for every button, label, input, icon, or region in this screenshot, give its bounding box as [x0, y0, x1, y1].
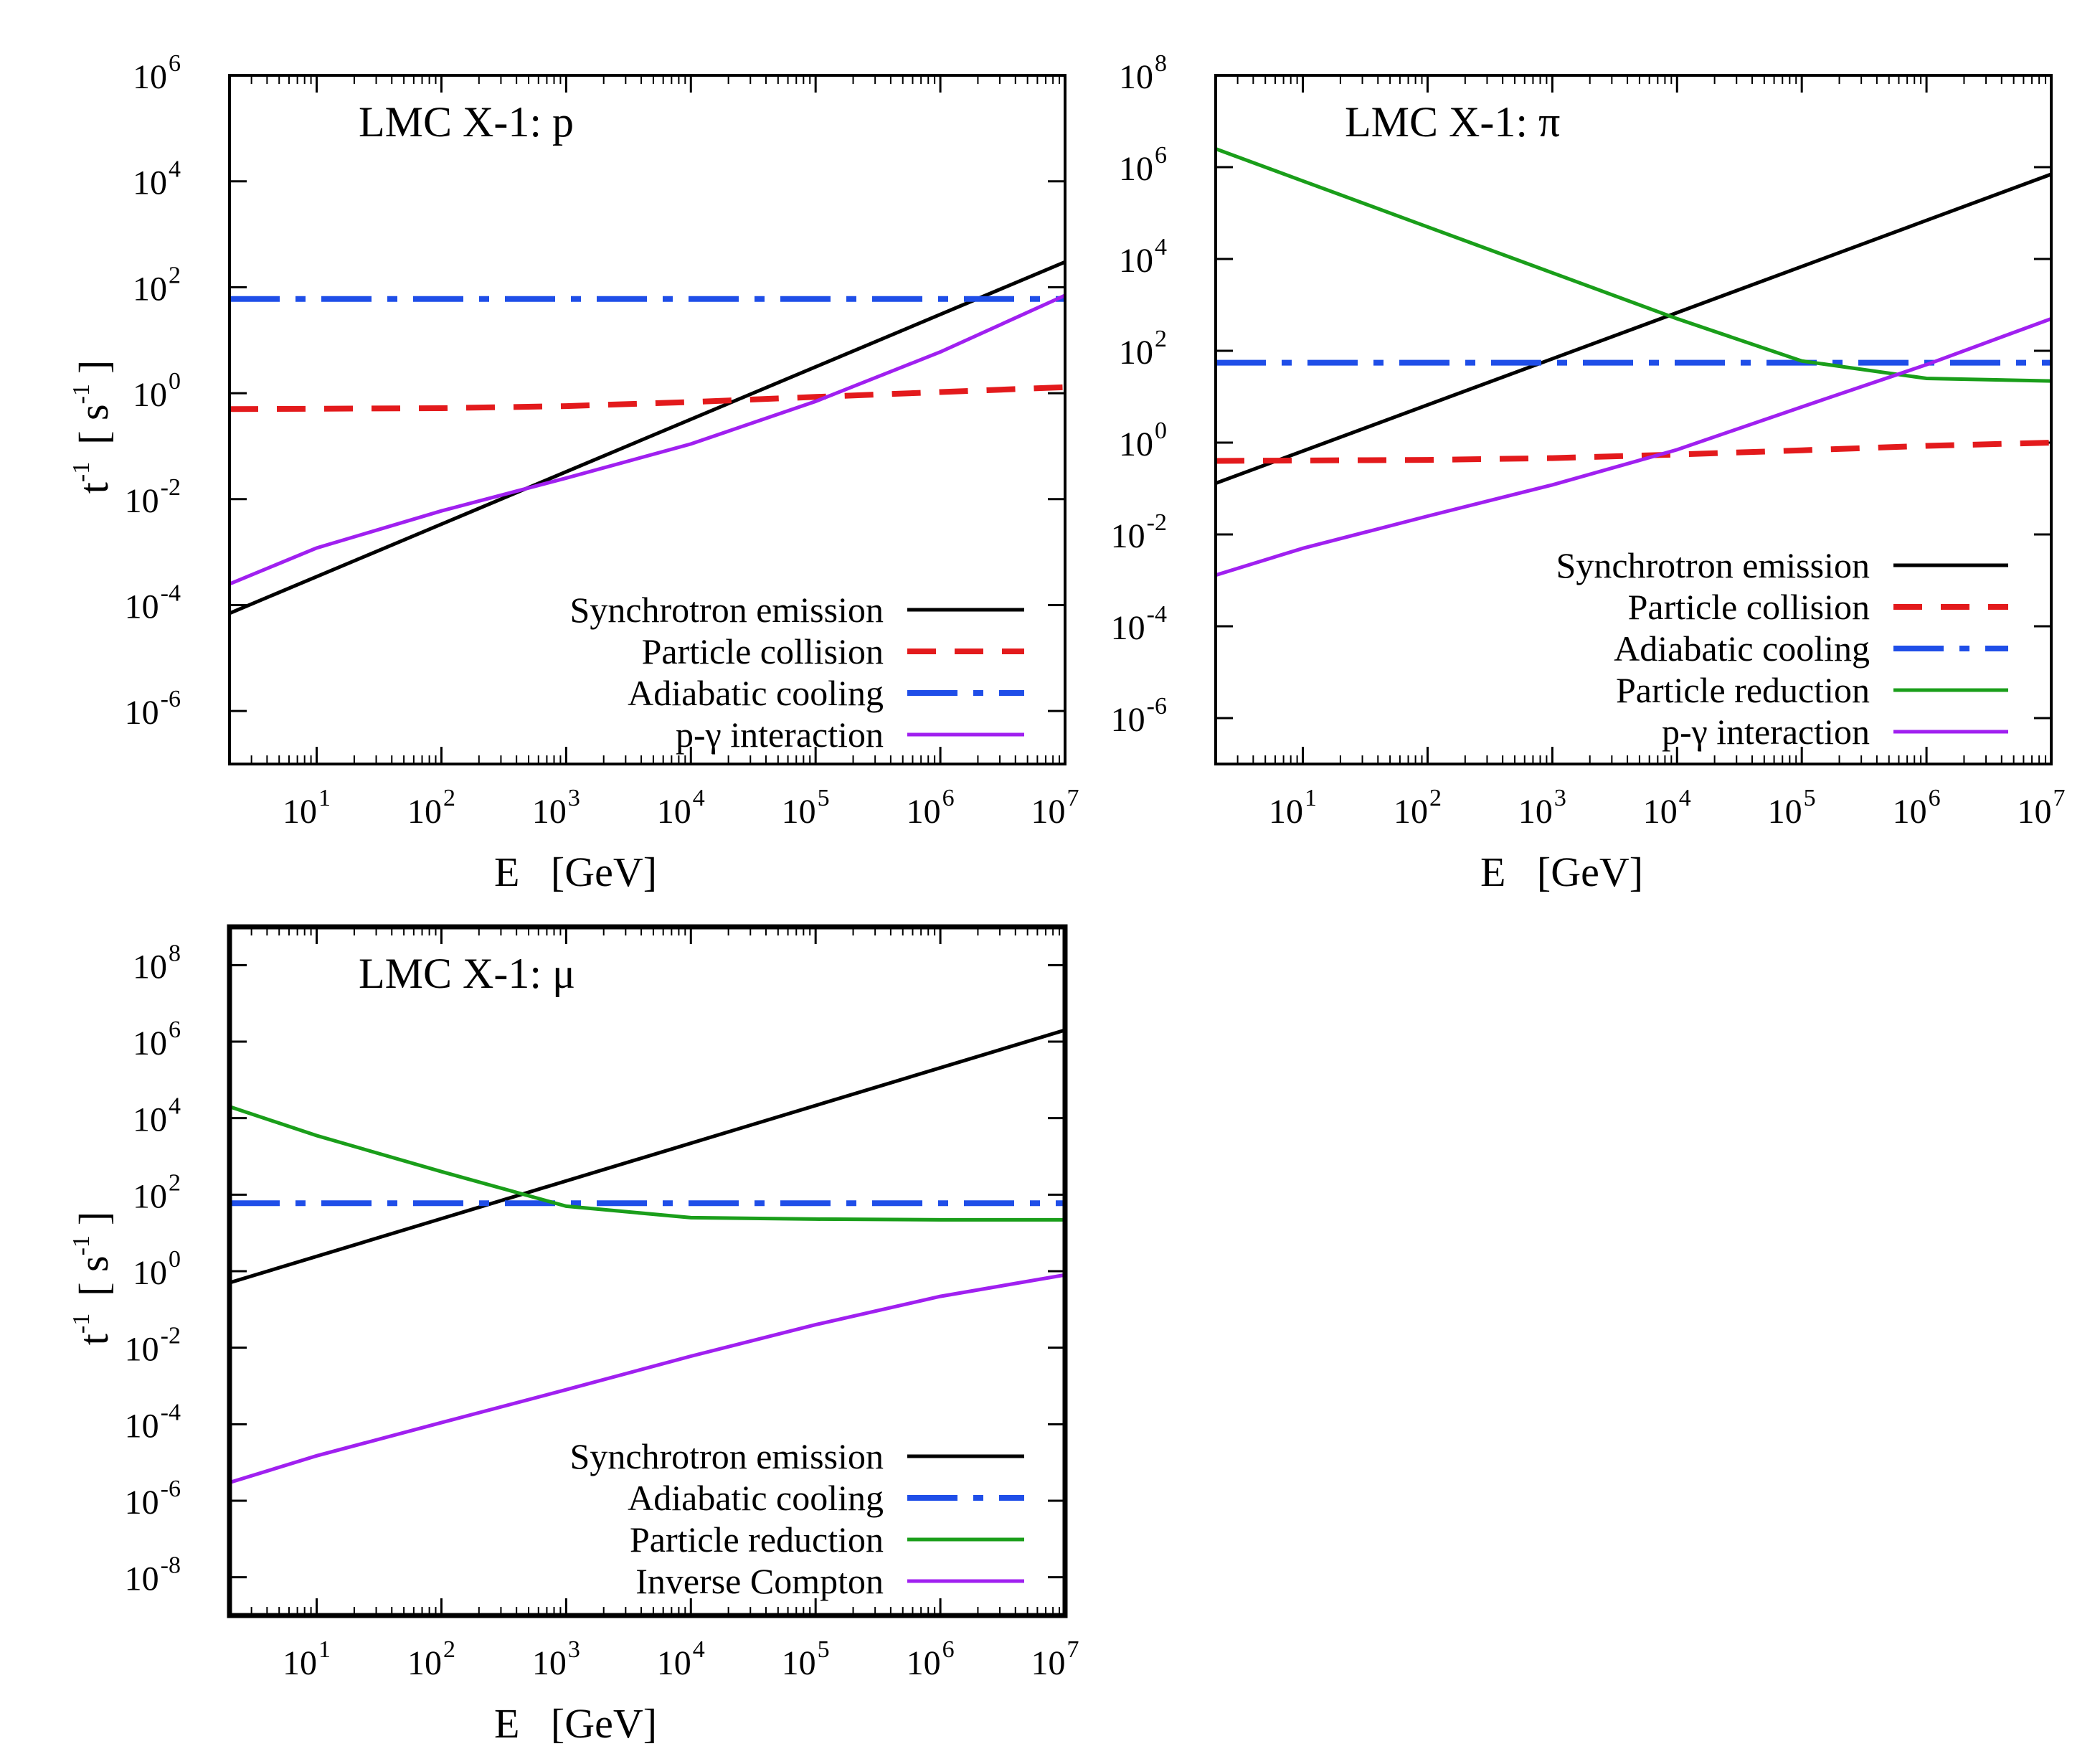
series-line-synchrotron-emission	[230, 1028, 1065, 1285]
x-tick-label: 104	[657, 785, 705, 831]
x-tick-label: 105	[782, 1636, 830, 1682]
x-axis-label: E [GeV]	[494, 1700, 657, 1747]
y-tick-label: 108	[1119, 50, 1167, 96]
y-tick-label: 100	[1119, 418, 1167, 463]
series-line-particle-collision	[230, 384, 1065, 412]
x-tick-label: 105	[1768, 785, 1816, 831]
x-tick-label: 101	[1269, 785, 1317, 831]
x-tick-label: 102	[1394, 785, 1442, 831]
y-tick-label: 106	[1119, 142, 1167, 188]
legend-label-particle-collision: Particle collision	[642, 631, 884, 671]
legend-label-inverse-compton: Inverse Compton	[635, 1561, 884, 1601]
x-tick-label: 103	[532, 1636, 580, 1682]
y-axis-label: t-1[ s-1]	[68, 1212, 117, 1346]
legend-label-p-interaction: p-γ interaction	[676, 715, 884, 755]
series-line-p-interaction	[230, 293, 1065, 586]
legend-label-synchrotron-emission: Synchrotron emission	[570, 590, 884, 630]
y-tick-label: 10-4	[1111, 601, 1167, 647]
legend-label-particle-collision: Particle collision	[1628, 587, 1870, 627]
plot-frame	[227, 924, 1068, 1618]
series-line-synchrotron-emission	[1216, 172, 2051, 486]
series-lines	[1216, 147, 2051, 577]
legend-label-adiabatic-cooling: Adiabatic cooling	[628, 673, 884, 713]
y-tick-label: 10-2	[1111, 509, 1167, 555]
plot-frame	[228, 74, 1066, 765]
x-tick-label: 105	[782, 785, 830, 831]
y-tick-label: 106	[133, 1017, 181, 1062]
legend-label-synchrotron-emission: Synchrotron emission	[570, 1436, 884, 1476]
y-tick-label: 10-4	[125, 1399, 181, 1445]
x-tick-label: 107	[1031, 785, 1079, 831]
series-line-p-interaction	[1216, 316, 2051, 577]
x-tick-label: 107	[2018, 785, 2066, 831]
chart-panel-3: 101 102 103 104 105 106 107 10-8 10-6 10-4 10-2 100…	[68, 924, 1079, 1747]
chart-panel-1: 101 102 103 104 105 106 107 10-6 10-4 10-2 100 102 1…	[68, 50, 1079, 895]
y-tick-label: 102	[133, 262, 181, 308]
x-tick-label: 102	[407, 1636, 455, 1682]
y-tick-label: 104	[133, 1093, 181, 1139]
x-tick-label: 102	[407, 785, 455, 831]
panel-title: LMC X-1: μ	[359, 950, 575, 997]
y-tick-label: 104	[1119, 234, 1167, 280]
series-line-inverse-compton	[230, 1273, 1065, 1484]
y-tick-label: 10-4	[125, 580, 181, 626]
y-axis-label: t-1[ s-1]	[68, 360, 117, 494]
y-tick-label: 100	[133, 1246, 181, 1292]
y-tick-label: 106	[133, 50, 181, 96]
y-tick-label: 102	[1119, 326, 1167, 372]
y-tick-label: 10-6	[1111, 693, 1167, 739]
y-tick-label: 10-8	[125, 1552, 181, 1598]
y-tick-label: 104	[133, 156, 181, 202]
x-axis-label: E [GeV]	[1480, 849, 1643, 895]
panel-title: LMC X-1: π	[1345, 98, 1560, 146]
x-axis-label: E [GeV]	[494, 849, 657, 895]
x-tick-label: 107	[1031, 1636, 1079, 1682]
x-tick-label: 103	[1518, 785, 1566, 831]
x-tick-label: 101	[283, 1636, 331, 1682]
series-line-particle-reduction	[230, 1105, 1065, 1222]
series-lines	[230, 1028, 1065, 1484]
y-tick-label: 10-2	[125, 1323, 181, 1369]
legend-label-adiabatic-cooling: Adiabatic cooling	[628, 1478, 884, 1518]
x-tick-label: 106	[907, 785, 955, 831]
y-tick-label: 10-2	[125, 474, 181, 520]
y-tick-label: 10-6	[125, 1476, 181, 1522]
y-tick-label: 108	[133, 940, 181, 986]
y-tick-label: 102	[133, 1169, 181, 1215]
x-tick-label: 103	[532, 785, 580, 831]
x-tick-label: 106	[1893, 785, 1941, 831]
x-tick-label: 106	[907, 1636, 955, 1682]
x-tick-label: 104	[657, 1636, 705, 1682]
legend-label-adiabatic-cooling: Adiabatic cooling	[1614, 628, 1870, 669]
panel-title: LMC X-1: p	[359, 98, 574, 146]
series-line-synchrotron-emission	[230, 260, 1065, 616]
x-tick-label: 101	[283, 785, 331, 831]
series-line-particle-reduction	[1216, 147, 2051, 383]
series-line-particle-collision	[1216, 440, 2051, 464]
legend-label-particle-reduction: Particle reduction	[1616, 670, 1870, 710]
legend-label-synchrotron-emission: Synchrotron emission	[1556, 545, 1870, 585]
y-tick-label: 100	[133, 368, 181, 414]
legend-label-p-interaction: p-γ interaction	[1662, 712, 1870, 752]
chart-panel-2: 101 102 103 104 105 106 107 10-6 10-4 10-2 100 102 1…	[1111, 50, 2066, 895]
plot-frame	[1214, 74, 2053, 765]
x-tick-label: 104	[1643, 785, 1691, 831]
series-lines	[230, 260, 1065, 616]
legend-label-particle-reduction: Particle reduction	[630, 1519, 884, 1560]
y-tick-label: 10-6	[125, 686, 181, 732]
